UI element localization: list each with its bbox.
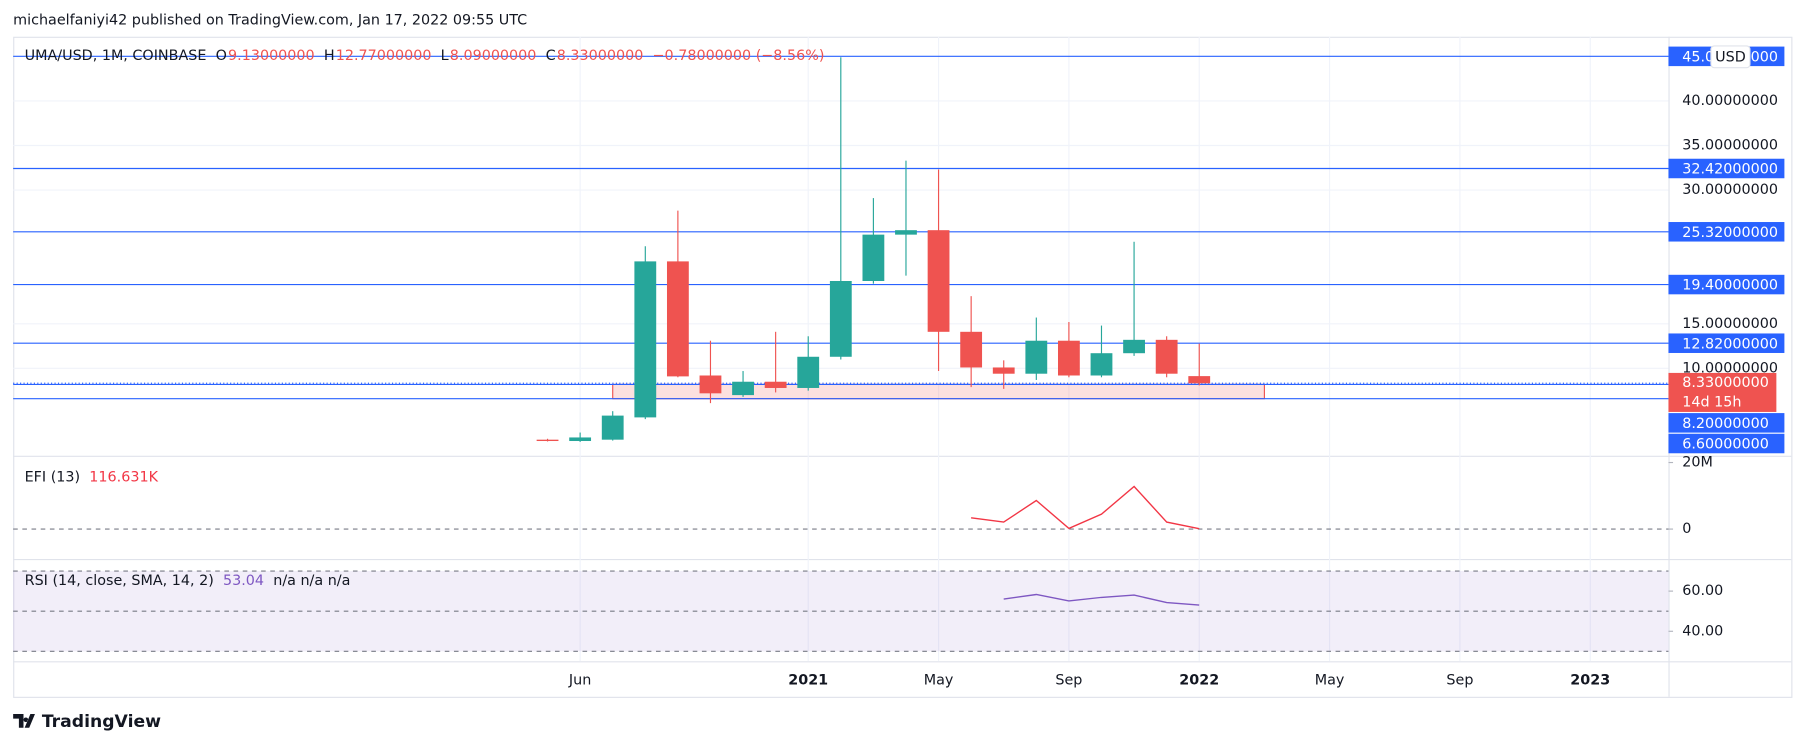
- x-tick-label: 2021: [788, 673, 828, 689]
- x-tick-label: 2022: [1179, 673, 1219, 689]
- level-label-bg: [1668, 413, 1785, 433]
- candle-body: [601, 415, 624, 440]
- unit-badge-bg: [1710, 45, 1751, 69]
- candle-body: [927, 230, 950, 332]
- legend-text: H: [324, 48, 335, 64]
- last-price-label: 8.33000000: [1682, 375, 1769, 391]
- candle-body: [699, 375, 722, 394]
- candle-body: [569, 437, 592, 442]
- indicator-line: [971, 485, 1200, 530]
- legend-text: RSI (14, close, SMA, 14, 2): [25, 573, 214, 589]
- y-tick-label: 40.00: [1682, 623, 1723, 639]
- legend-text: UMA/USD, 1M, COINBASE: [25, 48, 207, 64]
- candle-body: [829, 280, 852, 357]
- legend-text: 9.13000000: [228, 48, 315, 64]
- legend-text: 116.631K: [89, 470, 158, 486]
- candle-body: [960, 331, 983, 368]
- legend-text: n/a n/a n/a: [273, 573, 350, 589]
- y-tick-label: 60.00: [1682, 583, 1723, 599]
- legend-text: C: [546, 48, 556, 64]
- legend-text: −0.78000000 (−8.56%): [653, 48, 825, 64]
- level-label-bg: [1668, 274, 1785, 295]
- unit-badge: USD: [1715, 49, 1746, 65]
- level-label: 8.20000000: [1682, 416, 1769, 432]
- y-tick-label: 35.00000000: [1682, 137, 1778, 153]
- candle-body: [1123, 339, 1145, 354]
- candle-body: [1057, 340, 1080, 376]
- legend-text: O: [216, 48, 227, 64]
- y-tick-label: 20M: [1682, 455, 1713, 471]
- level-label-bg: [1668, 333, 1785, 353]
- level-label-bg: [1668, 158, 1785, 179]
- grid: [13, 36, 1792, 697]
- logo-icon: [13, 714, 35, 728]
- legend-text: EFI (13): [25, 470, 80, 486]
- candle-body: [862, 234, 885, 281]
- footer-brand: TradingView: [42, 712, 161, 732]
- level-label: 12.82000000: [1682, 336, 1778, 352]
- indicator-line: [1003, 593, 1200, 606]
- y-tick-label: 15.00000000: [1682, 316, 1778, 332]
- level-label-bg: [1668, 433, 1785, 454]
- level-label: 25.32000000: [1682, 225, 1778, 241]
- level-label: 19.40000000: [1682, 278, 1778, 294]
- y-tick-label: 40.00000000: [1682, 93, 1778, 109]
- legend-text: 53.04: [223, 573, 264, 589]
- legend-text: 12.77000000: [336, 48, 432, 64]
- candle-body: [634, 261, 657, 418]
- byline: michaelfaniyi42 published on TradingView…: [13, 13, 527, 29]
- last-price-bg: [1668, 372, 1777, 412]
- x-tick-label: 2023: [1570, 673, 1610, 689]
- legend-text: L: [441, 48, 449, 64]
- candle-body: [536, 439, 559, 442]
- candle-body: [1155, 339, 1178, 374]
- legend-text: 8.33000000: [557, 48, 644, 64]
- chart-frame: [13, 36, 1793, 698]
- y-tick-label: 30.00000000: [1682, 182, 1778, 198]
- candle-body: [1090, 353, 1113, 376]
- legend-text: 8.09000000: [450, 48, 537, 64]
- candle-body: [895, 230, 917, 235]
- y-tick-label: 10.00000000: [1682, 360, 1778, 376]
- x-tick-label: May: [1315, 673, 1345, 689]
- candle-body: [797, 356, 820, 388]
- level-label: 32.42000000: [1682, 162, 1778, 178]
- x-tick-label: Sep: [1055, 673, 1082, 689]
- level-label-bg: [1668, 222, 1785, 242]
- candle-body: [992, 367, 1015, 374]
- footer-logo: TradingView: [13, 712, 161, 732]
- x-tick-label: May: [924, 673, 954, 689]
- x-tick-label: Sep: [1446, 673, 1473, 689]
- candle-body: [732, 381, 754, 396]
- candle-body: [666, 261, 689, 377]
- x-tick-label: Jun: [568, 673, 591, 689]
- level-label: 6.60000000: [1682, 437, 1769, 453]
- candle-body: [1025, 340, 1048, 374]
- countdown-label: 14d 15h: [1682, 395, 1741, 411]
- candle-body: [764, 381, 787, 388]
- labels: Jun 2021 May Sep 2022 May Sep 2023 10.00000000 15…: [25, 45, 1785, 689]
- marks: [13, 55, 1669, 652]
- y-tick-label: 0: [1682, 521, 1691, 537]
- candle-body: [1188, 376, 1211, 384]
